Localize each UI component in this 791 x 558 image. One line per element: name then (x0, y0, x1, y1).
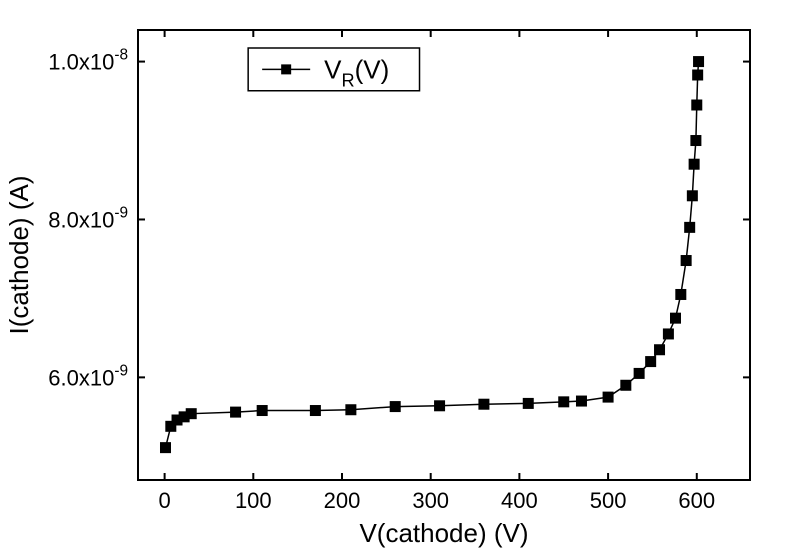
x-axis-label: V(cathode) (V) (359, 518, 528, 548)
data-marker (621, 380, 631, 390)
data-marker (689, 159, 699, 169)
data-marker (670, 313, 680, 323)
data-marker (231, 407, 241, 417)
data-marker (257, 406, 267, 416)
x-tick-label: 200 (324, 488, 361, 513)
data-marker (693, 70, 703, 80)
data-marker (390, 402, 400, 412)
x-tick-label: 100 (235, 488, 272, 513)
data-marker (603, 392, 613, 402)
data-marker (346, 405, 356, 415)
x-tick-label: 400 (501, 488, 538, 513)
x-tick-label: 300 (412, 488, 449, 513)
data-marker (634, 368, 644, 378)
data-marker (310, 406, 320, 416)
x-tick-label: 0 (158, 488, 170, 513)
data-marker (685, 222, 695, 232)
x-tick-label: 600 (678, 488, 715, 513)
data-marker (479, 399, 489, 409)
data-marker (435, 401, 445, 411)
data-marker (523, 398, 533, 408)
data-marker (160, 443, 170, 453)
data-marker (687, 191, 697, 201)
chart-svg: 01002003004005006006.0x10-98.0x10-91.0x1… (0, 0, 791, 558)
data-marker (655, 345, 665, 355)
data-marker (576, 396, 586, 406)
y-axis-label: I(cathode) (A) (4, 176, 34, 335)
data-marker (559, 397, 569, 407)
data-marker (694, 57, 704, 67)
data-marker (663, 329, 673, 339)
data-marker (692, 100, 702, 110)
data-marker (691, 136, 701, 146)
data-marker (681, 256, 691, 266)
x-tick-label: 500 (590, 488, 627, 513)
data-marker (676, 289, 686, 299)
data-marker (646, 357, 656, 367)
data-marker (186, 409, 196, 419)
legend-sample-marker (281, 64, 291, 74)
chart-container: 01002003004005006006.0x10-98.0x10-91.0x1… (0, 0, 791, 558)
